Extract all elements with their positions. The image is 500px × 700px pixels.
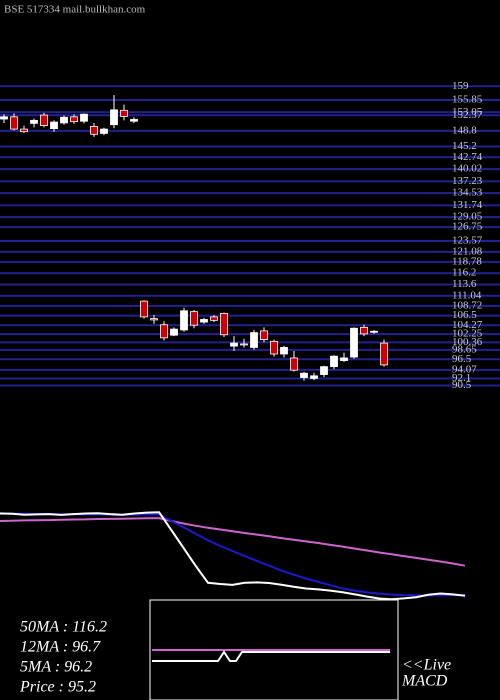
y-tick-label: 123.57 <box>452 235 483 247</box>
candle-body <box>50 121 58 130</box>
candle-body <box>350 327 358 358</box>
y-tick-label: 142.74 <box>452 151 483 163</box>
macd-label: MACD <box>401 673 448 690</box>
y-tick-label: 137.23 <box>452 175 483 187</box>
candle-body <box>180 310 188 331</box>
y-tick-label: 100.36 <box>452 336 483 348</box>
y-tick-label: 111.04 <box>452 289 482 301</box>
ma-line <box>0 511 466 601</box>
candle-body <box>60 116 68 124</box>
candle-body <box>190 311 198 326</box>
candle-body <box>90 126 98 135</box>
y-tick-label: 148.8 <box>452 124 477 136</box>
candle-body <box>330 355 338 368</box>
y-tick-label: 94.07 <box>452 363 477 375</box>
y-tick-label: 102.25 <box>452 328 483 340</box>
y-tick-label: 145.2 <box>452 140 477 152</box>
y-tick-label: 155.85 <box>452 94 483 106</box>
candle-body <box>160 324 168 339</box>
y-tick-label: 118.78 <box>452 255 482 267</box>
candle-body <box>380 342 388 366</box>
candle-body <box>150 318 158 321</box>
y-tick-label: 131.74 <box>452 199 483 211</box>
candle-body <box>20 128 28 133</box>
candle-body <box>280 347 288 355</box>
candle-body <box>40 114 48 126</box>
stat-label: 50MA : 116.2 <box>20 619 107 636</box>
y-tick-label: 134.53 <box>452 187 483 199</box>
candle-body <box>230 342 238 347</box>
candle-body <box>370 330 378 333</box>
macd-label: <<Live <box>402 657 451 674</box>
y-tick-label: 152.37 <box>452 109 483 121</box>
candle-body <box>270 340 278 355</box>
candle-body <box>10 116 18 130</box>
y-tick-label: 140.02 <box>452 163 482 175</box>
y-tick-label: 126.75 <box>452 221 483 233</box>
candle-body <box>80 113 88 122</box>
macd-line <box>152 650 390 662</box>
candle-body <box>110 109 118 126</box>
candle-body <box>30 119 38 124</box>
stat-label: 5MA : 96.2 <box>20 659 92 676</box>
candle-body <box>340 357 348 361</box>
y-tick-label: 108.72 <box>452 299 482 311</box>
candle-body <box>360 326 368 335</box>
candle-body <box>70 116 78 123</box>
candle-body <box>310 375 318 379</box>
candle-body <box>290 357 298 371</box>
y-tick-label: 113.6 <box>452 278 477 290</box>
y-tick-label: 129.05 <box>452 211 483 223</box>
y-tick-label: 121.08 <box>452 245 483 257</box>
candle-body <box>250 332 258 348</box>
candle-body <box>210 316 218 321</box>
chart-title: BSE 517334 mail.bullkhan.com <box>4 4 146 16</box>
candle-body <box>320 366 328 375</box>
candle-body <box>140 300 148 318</box>
y-tick-label: 106.5 <box>452 309 477 321</box>
ma-line <box>0 517 466 567</box>
candle-body <box>220 312 228 336</box>
stat-label: 12MA : 96.7 <box>20 639 101 656</box>
candle-body <box>260 330 268 340</box>
candle-body <box>200 319 208 323</box>
y-tick-label: 90.5 <box>452 379 472 391</box>
y-tick-label: 159 <box>452 80 469 92</box>
candle-body <box>120 109 128 117</box>
candle-body <box>0 116 8 120</box>
candle-body <box>170 328 178 336</box>
candle-body <box>240 343 248 346</box>
candle-body <box>130 119 138 122</box>
y-tick-label: 92.1 <box>452 372 471 384</box>
stat-label: Price : 95.2 <box>19 679 96 696</box>
y-tick-label: 98.65 <box>452 343 477 355</box>
candle-body <box>100 128 108 134</box>
y-tick-label: 96.5 <box>452 353 472 365</box>
y-tick-label: 104.27 <box>452 319 483 331</box>
y-tick-label: 116.2 <box>452 267 476 279</box>
candle-body <box>300 372 308 378</box>
